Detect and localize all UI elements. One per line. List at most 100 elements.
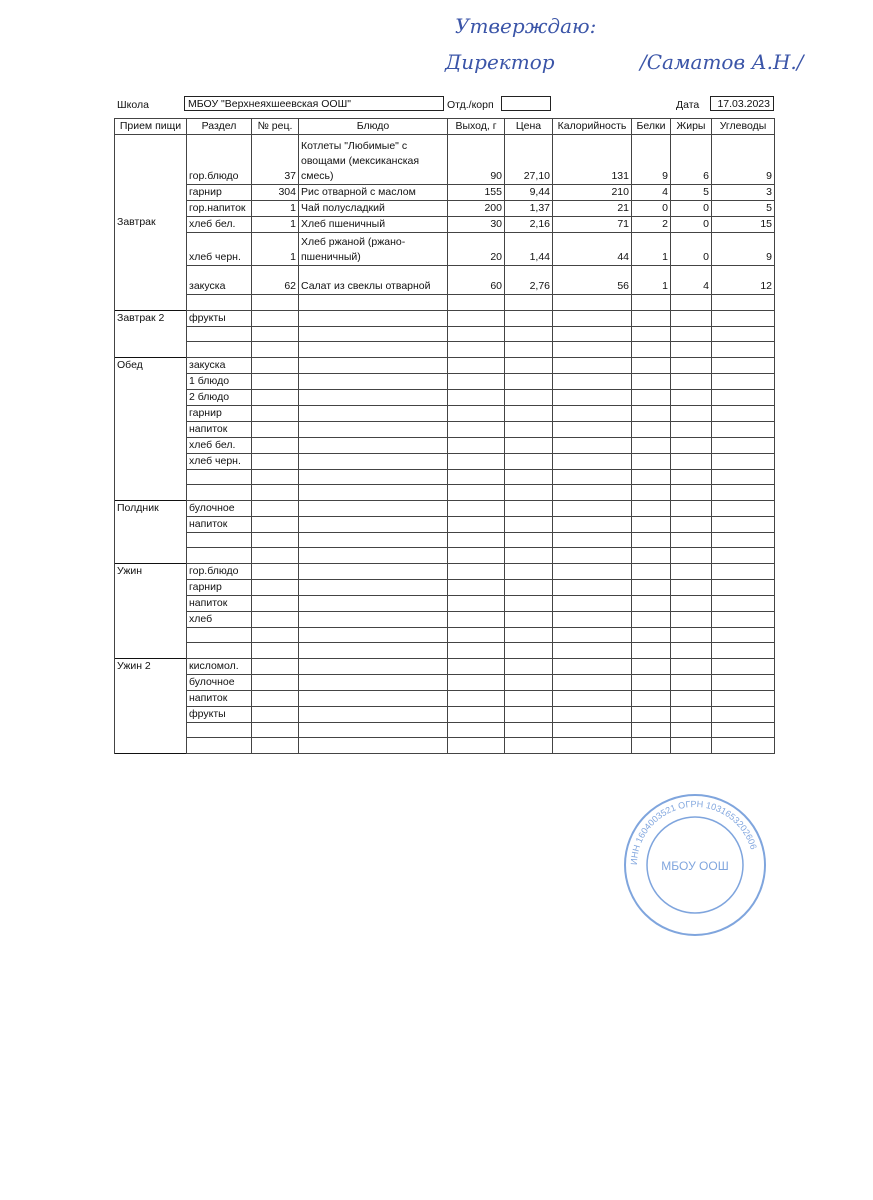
cell-carbs — [711, 578, 775, 596]
cell-recipe — [251, 356, 299, 374]
cell-dish — [298, 294, 448, 311]
cell-price — [504, 499, 553, 517]
cell-weight — [447, 737, 505, 754]
cell-dish — [298, 484, 448, 501]
table-row — [115, 721, 775, 738]
cell-weight: 20 — [447, 232, 505, 266]
cell-kcal — [552, 673, 632, 691]
approval-line2: Директор — [445, 50, 555, 74]
school-stamp: ИНН 1604003521 ОГРН 1031653202606 МБОУ О… — [624, 794, 766, 936]
cell-weight — [447, 294, 505, 311]
cell-fat — [670, 294, 712, 311]
cell-dish — [298, 309, 448, 327]
cell-weight — [447, 484, 505, 501]
cell-protein — [631, 420, 671, 438]
cell-protein — [631, 721, 671, 738]
column-header-dish: Блюдо — [298, 118, 448, 135]
cell-section: закуска — [186, 265, 252, 295]
cell-dish — [298, 721, 448, 738]
cell-carbs — [711, 484, 775, 501]
cell-kcal: 21 — [552, 200, 632, 217]
cell-protein — [631, 626, 671, 643]
meal-name: Ужин 2 — [114, 657, 187, 753]
cell-weight: 155 — [447, 184, 505, 201]
cell-fat: 4 — [670, 265, 712, 295]
cell-section — [186, 642, 252, 659]
cell-fat — [670, 547, 712, 564]
cell-dish — [298, 531, 448, 548]
cell-section: гор.блюдо — [186, 562, 252, 580]
cell-recipe — [251, 515, 299, 533]
cell-section: закуска — [186, 356, 252, 374]
cell-weight — [447, 309, 505, 327]
table-row — [115, 294, 775, 311]
cell-dish — [298, 610, 448, 628]
cell-section — [186, 737, 252, 754]
cell-recipe — [251, 657, 299, 675]
cell-section: хлеб — [186, 610, 252, 628]
cell-section: гарнир — [186, 404, 252, 422]
cell-recipe — [251, 689, 299, 707]
cell-section — [186, 468, 252, 485]
cell-recipe: 37 — [251, 134, 299, 185]
cell-dish — [298, 468, 448, 485]
cell-protein — [631, 341, 671, 358]
cell-fat — [670, 484, 712, 501]
cell-kcal — [552, 404, 632, 422]
cell-weight — [447, 420, 505, 438]
cell-weight — [447, 325, 505, 342]
cell-carbs — [711, 547, 775, 564]
cell-section: фрукты — [186, 705, 252, 723]
cell-price — [504, 673, 553, 691]
cell-price — [504, 436, 553, 454]
cell-section — [186, 484, 252, 501]
cell-price — [504, 420, 553, 438]
cell-kcal — [552, 547, 632, 564]
cell-recipe — [251, 531, 299, 548]
cell-fat — [670, 626, 712, 643]
cell-recipe: 1 — [251, 200, 299, 217]
cell-section: хлеб черн. — [186, 232, 252, 266]
cell-price — [504, 309, 553, 327]
column-header-meal: Прием пищи — [114, 118, 187, 135]
cell-kcal — [552, 594, 632, 612]
cell-recipe — [251, 404, 299, 422]
cell-price — [504, 547, 553, 564]
cell-weight — [447, 468, 505, 485]
column-header-fat: Жиры — [670, 118, 712, 135]
cell-dish — [298, 388, 448, 406]
cell-weight — [447, 610, 505, 628]
cell-protein — [631, 325, 671, 342]
cell-kcal — [552, 388, 632, 406]
cell-recipe: 1 — [251, 232, 299, 266]
table-row: напиток — [115, 594, 775, 612]
cell-price: 1,44 — [504, 232, 553, 266]
cell-protein — [631, 705, 671, 723]
column-header-price: Цена — [504, 118, 553, 135]
cell-carbs — [711, 594, 775, 612]
cell-recipe — [251, 737, 299, 754]
cell-fat — [670, 689, 712, 707]
cell-kcal — [552, 515, 632, 533]
cell-fat: 0 — [670, 232, 712, 266]
cell-section — [186, 721, 252, 738]
column-header-weight: Выход, г — [447, 118, 505, 135]
cell-protein: 0 — [631, 200, 671, 217]
cell-recipe — [251, 705, 299, 723]
cell-carbs — [711, 325, 775, 342]
cell-fat — [670, 404, 712, 422]
cell-fat — [670, 594, 712, 612]
cell-protein — [631, 356, 671, 374]
date-field: 17.03.2023 — [710, 96, 774, 111]
cell-carbs: 9 — [711, 232, 775, 266]
cell-section: гор.напиток — [186, 200, 252, 217]
cell-recipe — [251, 484, 299, 501]
cell-dish — [298, 420, 448, 438]
cell-fat — [670, 452, 712, 470]
column-header-section: Раздел — [186, 118, 252, 135]
table-row: гарнир 304 Рис отварной с маслом 155 9,44 210… — [115, 184, 775, 201]
cell-weight — [447, 689, 505, 707]
cell-weight — [447, 547, 505, 564]
cell-fat — [670, 325, 712, 342]
cell-weight — [447, 721, 505, 738]
